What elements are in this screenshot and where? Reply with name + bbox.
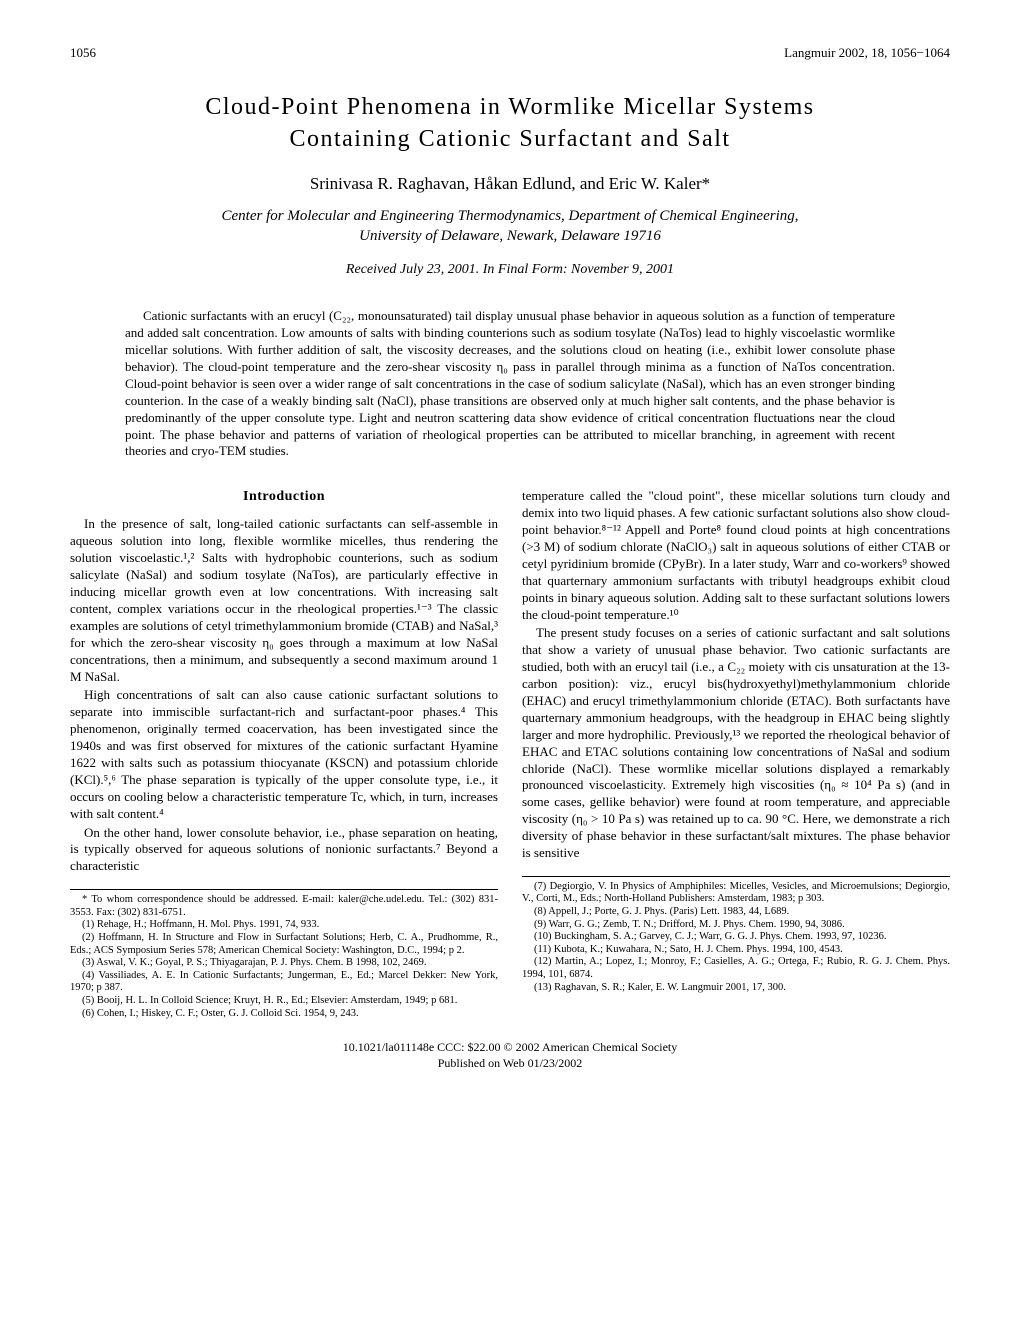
title-line-2: Containing Cationic Surfactant and Salt	[289, 126, 730, 152]
reference-2: (2) Hoffmann, H. In Structure and Flow i…	[70, 932, 498, 957]
body-columns: Introduction In the presence of salt, lo…	[70, 488, 950, 1020]
left-footnotes: * To whom correspondence should be addre…	[70, 889, 498, 1020]
affiliation-line-2: University of Delaware, Newark, Delaware…	[359, 228, 661, 244]
abstract-text: Cationic surfactants with an erucyl (C₂₂…	[125, 308, 895, 460]
journal-reference: Langmuir 2002, 18, 1056−1064	[784, 45, 950, 61]
affiliation-line-1: Center for Molecular and Engineering The…	[222, 208, 799, 224]
reference-9: (9) Warr, G. G.; Zemb, T. N.; Drifford, …	[522, 919, 950, 932]
paragraph: On the other hand, lower consolute behav…	[70, 825, 498, 876]
publication-footer: 10.1021/la011148e CCC: $22.00 © 2002 Ame…	[70, 1040, 950, 1071]
paragraph: In the presence of salt, long-tailed cat…	[70, 516, 498, 685]
paragraph: temperature called the "cloud point", th…	[522, 488, 950, 623]
reference-1: (1) Rehage, H.; Hoffmann, H. Mol. Phys. …	[70, 919, 498, 932]
reference-10: (10) Buckingham, S. A.; Garvey, C. J.; W…	[522, 931, 950, 944]
reference-3: (3) Aswal, V. K.; Goyal, P. S.; Thiyagar…	[70, 957, 498, 970]
authors: Srinivasa R. Raghavan, Håkan Edlund, and…	[70, 174, 950, 194]
page-number: 1056	[70, 45, 96, 61]
paragraph: The present study focuses on a series of…	[522, 625, 950, 861]
reference-12: (12) Martin, A.; Lopez, I.; Monroy, F.; …	[522, 956, 950, 981]
right-footnotes: (7) Degiorgio, V. In Physics of Amphiphi…	[522, 876, 950, 994]
left-column: Introduction In the presence of salt, lo…	[70, 488, 498, 1020]
affiliation: Center for Molecular and Engineering The…	[70, 206, 950, 247]
paragraph: High concentrations of salt can also cau…	[70, 687, 498, 822]
reference-11: (11) Kubota, K.; Kuwahara, N.; Sato, H. …	[522, 944, 950, 957]
title-line-1: Cloud-Point Phenomena in Wormlike Micell…	[205, 94, 814, 120]
reference-13: (13) Raghavan, S. R.; Kaler, E. W. Langm…	[522, 982, 950, 995]
abstract: Cationic surfactants with an erucyl (C₂₂…	[125, 308, 895, 460]
reference-7: (7) Degiorgio, V. In Physics of Amphiphi…	[522, 881, 950, 906]
reference-5: (5) Booij, H. L. In Colloid Science; Kru…	[70, 995, 498, 1008]
reference-6: (6) Cohen, I.; Hiskey, C. F.; Oster, G. …	[70, 1008, 498, 1021]
reference-4: (4) Vassiliades, A. E. In Cationic Surfa…	[70, 970, 498, 995]
received-dates: Received July 23, 2001. In Final Form: N…	[70, 262, 950, 278]
running-header: 1056 Langmuir 2002, 18, 1056−1064	[70, 45, 950, 61]
page-container: 1056 Langmuir 2002, 18, 1056−1064 Cloud-…	[0, 0, 1020, 1111]
article-title: Cloud-Point Phenomena in Wormlike Micell…	[70, 91, 950, 156]
published-date: Published on Web 01/23/2002	[438, 1056, 582, 1070]
doi-copyright: 10.1021/la011148e CCC: $22.00 © 2002 Ame…	[343, 1040, 678, 1054]
introduction-heading: Introduction	[70, 488, 498, 506]
right-column: temperature called the "cloud point", th…	[522, 488, 950, 1020]
reference-8: (8) Appell, J.; Porte, G. J. Phys. (Pari…	[522, 906, 950, 919]
corresponding-author: * To whom correspondence should be addre…	[70, 894, 498, 919]
